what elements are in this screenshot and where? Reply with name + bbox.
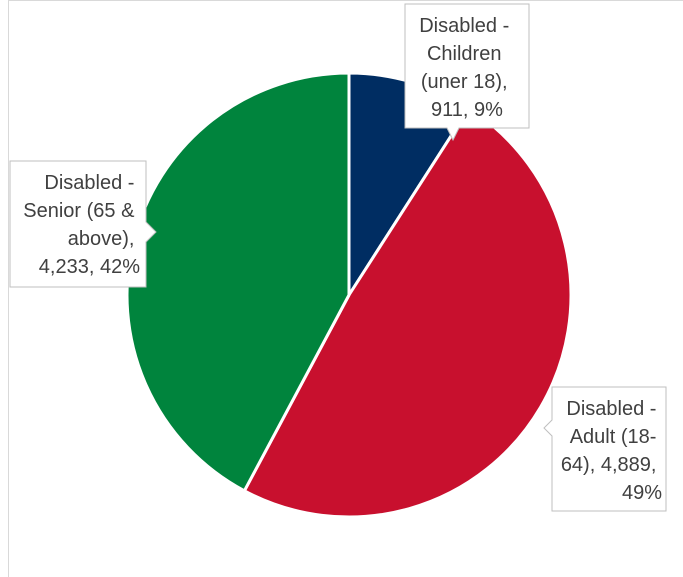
label-line: above),	[68, 228, 135, 250]
label-line: Disabled -	[44, 172, 134, 194]
label-line: Adult (18-	[570, 426, 657, 448]
data-label-adult: Disabled - Adult (18- 64), 4,889, 49%	[543, 386, 667, 512]
label-line: Senior (65 &	[23, 200, 135, 222]
label-line: Children	[427, 43, 501, 65]
pie-slice-adult	[242, 106, 573, 519]
chart-area	[8, 0, 683, 577]
callout-box-adult	[543, 386, 667, 512]
svg-text:Disabled - Senior (65 &: Disabled - Senior (65 & above), 4,233, 4…	[23, 172, 140, 278]
label-line: Disabled -	[566, 398, 656, 420]
label-line: 911, 9%	[431, 99, 503, 121]
label-line: 64), 4,889,	[561, 454, 657, 476]
label-line: 49%	[622, 482, 662, 504]
data-label-children: Disabled - Children (uner 18), 911, 9%	[404, 3, 530, 142]
label-line: Disabled -	[419, 15, 509, 37]
svg-text:Disabled - Children: Disabled - Children (uner 18), 911, 9%	[419, 15, 515, 121]
svg-text:Disabled - Adult (18-: Disabled - Adult (18- 64), 4,889, 49%	[561, 398, 662, 504]
label-line: (uner 18),	[421, 71, 508, 93]
callout-box-children	[404, 3, 530, 142]
callout-box-senior	[9, 160, 157, 288]
pie-slices	[125, 71, 573, 519]
data-label-senior: Disabled - Senior (65 & above), 4,233, 4…	[9, 160, 157, 288]
label-line: 4,233, 42%	[39, 256, 140, 278]
